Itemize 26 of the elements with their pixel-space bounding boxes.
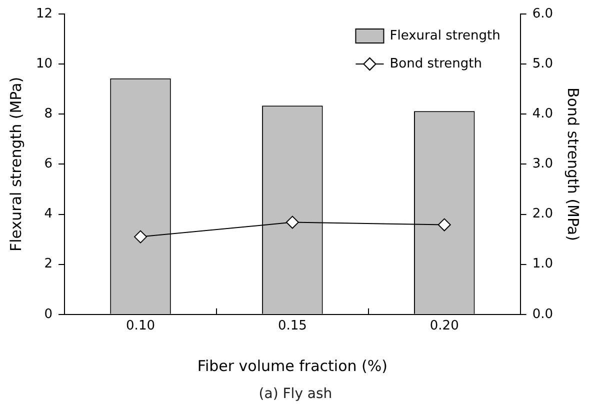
point <box>286 216 299 229</box>
y-tick-label: 4 <box>44 206 53 222</box>
y-tick-label: 0 <box>44 306 53 322</box>
y-tick-label: 8 <box>44 106 53 122</box>
x-tick-label: 0.20 <box>430 318 459 334</box>
x-axis-title: Fiber volume fraction (%) <box>197 356 388 375</box>
legend-label: Flexural strength <box>390 28 500 44</box>
y2-tick-label: 5.0 <box>532 56 554 72</box>
y-tick-label: 12 <box>36 6 53 22</box>
y2-axis-title: Bond strength (MPa) <box>564 87 582 241</box>
y-tick-label: 2 <box>44 256 53 272</box>
y-axis-title: Flexural strength (MPa) <box>6 76 25 252</box>
y2-tick-label: 6.0 <box>532 6 554 22</box>
point <box>438 218 451 232</box>
y2-tick-label: 3.0 <box>532 156 554 172</box>
y2-tick-label: 2.0 <box>532 206 554 222</box>
y-tick-label: 6 <box>44 156 53 172</box>
y2-tick-label: 1.0 <box>532 256 554 272</box>
legend-label: Bond strength <box>390 56 482 72</box>
point <box>134 230 148 244</box>
y-tick-label: 10 <box>36 56 53 72</box>
y2-tick-label: 4.0 <box>532 106 554 122</box>
x-tick-label: 0.10 <box>126 318 155 334</box>
text: (a) Fly ash <box>258 386 334 402</box>
y2-tick-label: 0.0 <box>532 306 554 322</box>
x-tick-label: 0.15 <box>278 318 307 334</box>
